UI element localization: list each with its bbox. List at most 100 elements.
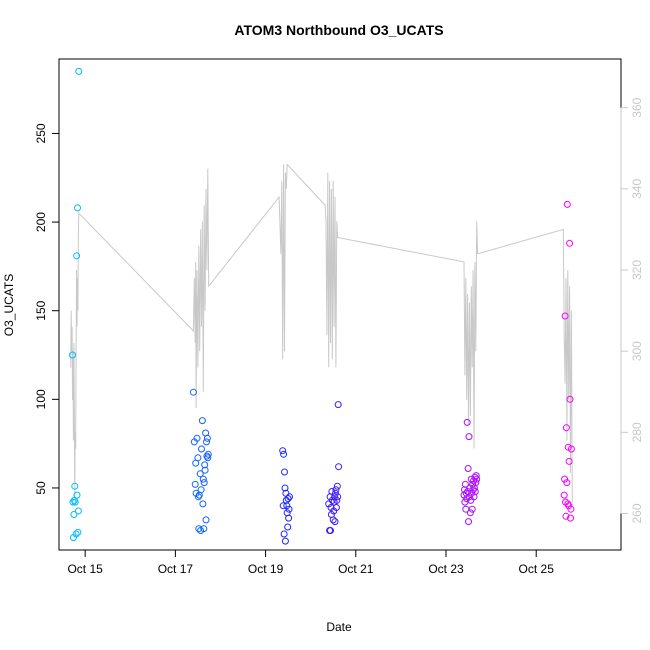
secondary-series <box>70 163 573 506</box>
data-point <box>333 496 341 504</box>
x-axis-label: Date <box>326 620 352 634</box>
data-point <box>200 479 208 487</box>
x-axis: Oct 15 Oct 17 Oct 19 Oct 21 Oct 23 Oct 25 <box>67 549 555 576</box>
data-point <box>560 491 568 499</box>
data-point <box>199 475 207 483</box>
data-point <box>74 507 82 515</box>
data-point <box>461 498 469 506</box>
data-point <box>461 480 469 488</box>
data-point <box>561 475 569 483</box>
data-point <box>332 504 340 511</box>
data-point <box>464 465 472 472</box>
data-point <box>565 457 573 465</box>
data-point <box>71 498 79 506</box>
plot-frame <box>58 58 622 551</box>
data-point <box>284 523 292 531</box>
data-point <box>473 475 481 483</box>
data-point <box>285 505 293 513</box>
data-point <box>70 511 78 518</box>
secondary-series-line <box>70 163 573 506</box>
data-point <box>193 434 201 442</box>
data-point <box>333 482 341 490</box>
data-point <box>468 489 476 497</box>
data-point <box>199 500 207 508</box>
data-point <box>561 312 569 320</box>
data-point <box>280 450 288 458</box>
data-point <box>194 454 202 462</box>
y-tick-label: 200 <box>34 212 48 232</box>
data-point <box>566 239 574 247</box>
data-point <box>75 67 83 75</box>
data-point <box>466 509 474 517</box>
data-point <box>328 496 336 504</box>
data-point <box>74 204 81 212</box>
data-point <box>334 493 342 501</box>
y-tick-label: 100 <box>34 389 48 409</box>
data-point <box>281 537 289 545</box>
data-point <box>327 527 334 534</box>
data-point <box>332 489 339 497</box>
data-point <box>200 525 208 533</box>
data-point <box>204 450 212 458</box>
data-point <box>203 438 210 446</box>
data-point <box>191 480 199 488</box>
x-tick-label: Oct 25 <box>519 562 555 576</box>
data-point <box>562 512 570 520</box>
data-point <box>69 498 77 506</box>
data-point <box>565 502 573 510</box>
data-point <box>202 516 210 524</box>
scatter-points <box>69 67 575 545</box>
data-point <box>567 445 575 453</box>
x-tick-label: Oct 19 <box>248 562 284 576</box>
data-point <box>73 491 81 499</box>
data-point <box>566 395 574 403</box>
data-point <box>471 473 479 481</box>
data-point <box>198 417 206 425</box>
data-point <box>335 463 343 471</box>
data-point <box>465 518 472 526</box>
y-tick-label: 50 <box>34 481 48 495</box>
data-point <box>469 486 477 494</box>
data-point <box>285 514 293 522</box>
data-point <box>279 447 287 455</box>
data-point <box>281 468 288 476</box>
data-point <box>328 488 336 495</box>
data-point <box>189 388 197 396</box>
data-point <box>562 424 570 432</box>
data-point <box>465 433 473 441</box>
data-point <box>563 479 571 487</box>
data-point <box>468 505 476 513</box>
data-point <box>329 516 337 524</box>
y2-tick-label: 360 <box>630 97 644 117</box>
y-axis: 50 100 150 200 250 <box>34 123 60 495</box>
data-point <box>331 518 339 526</box>
chart-title: ATOM3 Northbound O3_UCATS <box>234 22 443 38</box>
data-point <box>471 488 479 495</box>
data-point <box>567 505 575 513</box>
data-point <box>331 493 339 501</box>
data-point <box>201 466 209 474</box>
y-tick-label: 250 <box>34 123 48 143</box>
data-point <box>203 434 211 442</box>
y2-tick-label: 300 <box>630 341 644 361</box>
y-tick-label: 150 <box>34 300 48 320</box>
y2-tick-label: 340 <box>630 179 644 199</box>
data-point <box>334 401 342 409</box>
data-point <box>71 482 79 490</box>
y2-tick-label: 260 <box>630 503 644 523</box>
y-axis-label: O3_UCATS <box>2 274 16 336</box>
data-point <box>332 486 340 494</box>
data-point <box>472 472 480 480</box>
data-point <box>196 470 204 478</box>
data-point <box>286 493 293 501</box>
x-tick-label: Oct 17 <box>158 562 194 576</box>
data-point <box>472 479 480 487</box>
data-point <box>463 418 471 426</box>
data-point <box>465 493 473 501</box>
data-point <box>72 530 80 538</box>
y2-tick-label: 280 <box>630 422 644 442</box>
data-point <box>198 445 205 453</box>
y2-tick-label: 320 <box>630 260 644 280</box>
x-tick-label: Oct 21 <box>338 562 374 576</box>
data-point <box>197 486 205 494</box>
